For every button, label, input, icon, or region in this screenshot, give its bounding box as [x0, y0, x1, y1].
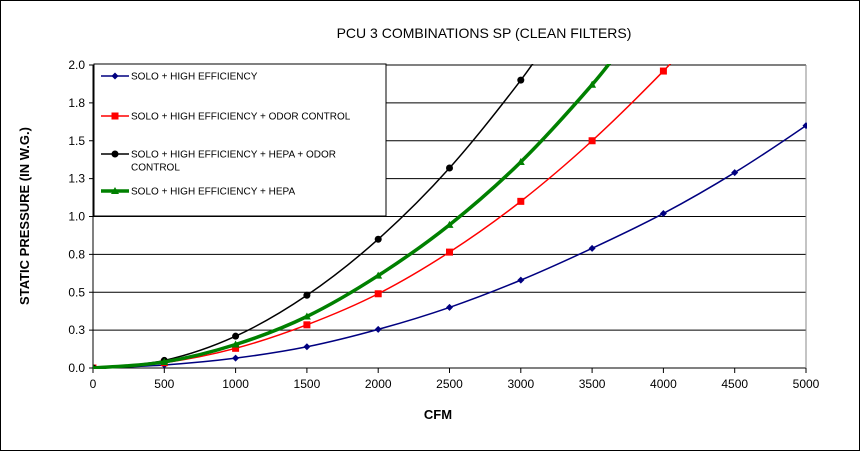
data-point	[302, 312, 311, 320]
data-point	[517, 276, 525, 284]
data-point	[303, 291, 311, 299]
y-tick-label: 0.8	[68, 247, 85, 261]
data-point	[659, 67, 667, 75]
x-tick-label: 3500	[579, 377, 606, 391]
y-tick-label: 0.3	[68, 323, 85, 337]
data-point	[517, 197, 525, 205]
x-tick-label: 4500	[721, 377, 748, 391]
y-tick-label: 1.8	[68, 96, 85, 110]
data-point	[374, 325, 382, 333]
x-tick-label: 5000	[793, 377, 820, 391]
data-point	[588, 137, 596, 145]
data-point	[93, 364, 96, 369]
legend-box	[93, 63, 387, 217]
x-tick-label: 2000	[365, 377, 392, 391]
series-line	[93, 123, 807, 369]
x-tick-label: 500	[154, 377, 174, 391]
legend-entry: SOLO + HIGH EFFICIENCY + HEPA	[101, 187, 295, 198]
data-point	[446, 303, 453, 311]
data-point	[802, 122, 807, 130]
data-point	[517, 76, 525, 84]
y-tick-label: 0.5	[68, 285, 85, 299]
x-tick-label: 2500	[436, 377, 463, 391]
x-tick-labels: 0 500 1000 1500 2000 2500 3000 3500 4000 4500 5000	[90, 377, 820, 391]
y-tick-label: 1.3	[68, 172, 85, 186]
data-point	[232, 344, 240, 352]
data-point	[731, 169, 739, 177]
data-point	[374, 235, 382, 243]
data-point	[516, 157, 525, 165]
data-point	[231, 340, 240, 348]
y-tick-labels: 0.0 0.3 0.5 0.8 1.0 1.3 1.5 1.8 2.0	[68, 58, 85, 375]
legend-swatch-marker	[111, 150, 119, 158]
y-tick-label: 0.0	[68, 361, 85, 375]
series-line	[93, 64, 672, 369]
data-point	[374, 271, 383, 279]
x-tick-label: 0	[90, 377, 97, 391]
legend-swatch-marker	[111, 112, 119, 120]
legend-swatch-marker	[111, 72, 119, 80]
data-point	[588, 80, 597, 88]
data-point	[446, 164, 453, 172]
series-layer	[93, 64, 807, 369]
legend-swatch-marker	[111, 187, 119, 194]
data-point	[303, 321, 311, 329]
legend-label: SOLO + HIGH EFFICIENCY	[131, 72, 258, 83]
y-tick-label: 2.0	[68, 58, 85, 72]
data-point	[445, 220, 454, 228]
legend-label: SOLO + HIGH EFFICIENCY + HEPA + ODOR CONT…	[131, 150, 336, 174]
y-tick-label: 1.5	[68, 134, 85, 148]
series-4	[93, 64, 612, 369]
x-axis-title: CFM	[424, 407, 452, 422]
legend-label: SOLO + HIGH EFFICIENCY + ODOR CONTROL	[131, 112, 351, 123]
axes	[89, 64, 807, 373]
x-tick-label: 3000	[507, 377, 534, 391]
data-point	[446, 248, 453, 256]
data-point	[232, 354, 240, 362]
chart-title: PCU 3 COMBINATIONS SP (CLEAN FILTERS)	[337, 25, 632, 41]
series-line	[93, 64, 534, 369]
y-tick-label: 1.0	[68, 210, 85, 224]
data-point	[659, 209, 667, 217]
y-axis-title: STATIC PRESSURE (IN W.G.)	[17, 127, 32, 305]
legend-entry: SOLO + HIGH EFFICIENCY + ODOR CONTROL	[101, 112, 351, 123]
x-tick-label: 1000	[222, 377, 249, 391]
data-point	[160, 357, 169, 365]
legend-entry: SOLO + HIGH EFFICIENCY + HEPA + ODOR CONT…	[101, 150, 336, 174]
x-tick-label: 4000	[650, 377, 677, 391]
series-1	[93, 122, 807, 369]
data-point	[303, 343, 311, 351]
data-point	[588, 244, 596, 252]
x-tick-label: 1500	[294, 377, 321, 391]
legend-label: SOLO + HIGH EFFICIENCY + HEPA	[131, 187, 295, 198]
data-point	[232, 332, 240, 340]
legend: SOLO + HIGH EFFICIENCY SOLO + HIGH EFFICI…	[93, 63, 387, 217]
data-point	[374, 290, 382, 298]
legend-entry: SOLO + HIGH EFFICIENCY	[101, 72, 258, 83]
